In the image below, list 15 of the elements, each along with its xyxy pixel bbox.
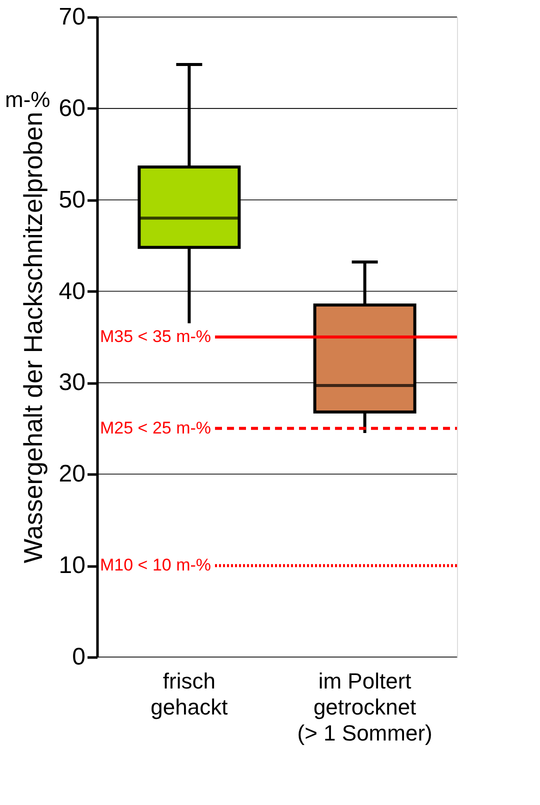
x-tick-label: im Poltert getrocknet (> 1 Sommer) — [297, 668, 432, 746]
y-tick-label: 60 — [58, 94, 86, 122]
text: m-% — [5, 87, 50, 112]
y-tick-label: 50 — [58, 186, 86, 214]
y-tick-label: 20 — [58, 460, 86, 488]
ref-line-label: M10 < 10 m-% — [100, 556, 212, 575]
x-tick-label: frisch gehackt — [150, 668, 228, 720]
y-tick-label: 0 — [72, 644, 86, 670]
ref-line-label: M25 < 25 m-% — [100, 418, 212, 438]
y-axis-title: Wassergehalt der Hackschnitzelproben — [18, 112, 48, 564]
y-tick-label: 40 — [58, 278, 86, 305]
ref-line-label: M35 < 35 m-% — [100, 327, 212, 346]
y-tick-label: 10 — [58, 552, 86, 580]
y-tick-label: 30 — [58, 369, 86, 396]
y-tick-label: 70 — [58, 4, 86, 30]
